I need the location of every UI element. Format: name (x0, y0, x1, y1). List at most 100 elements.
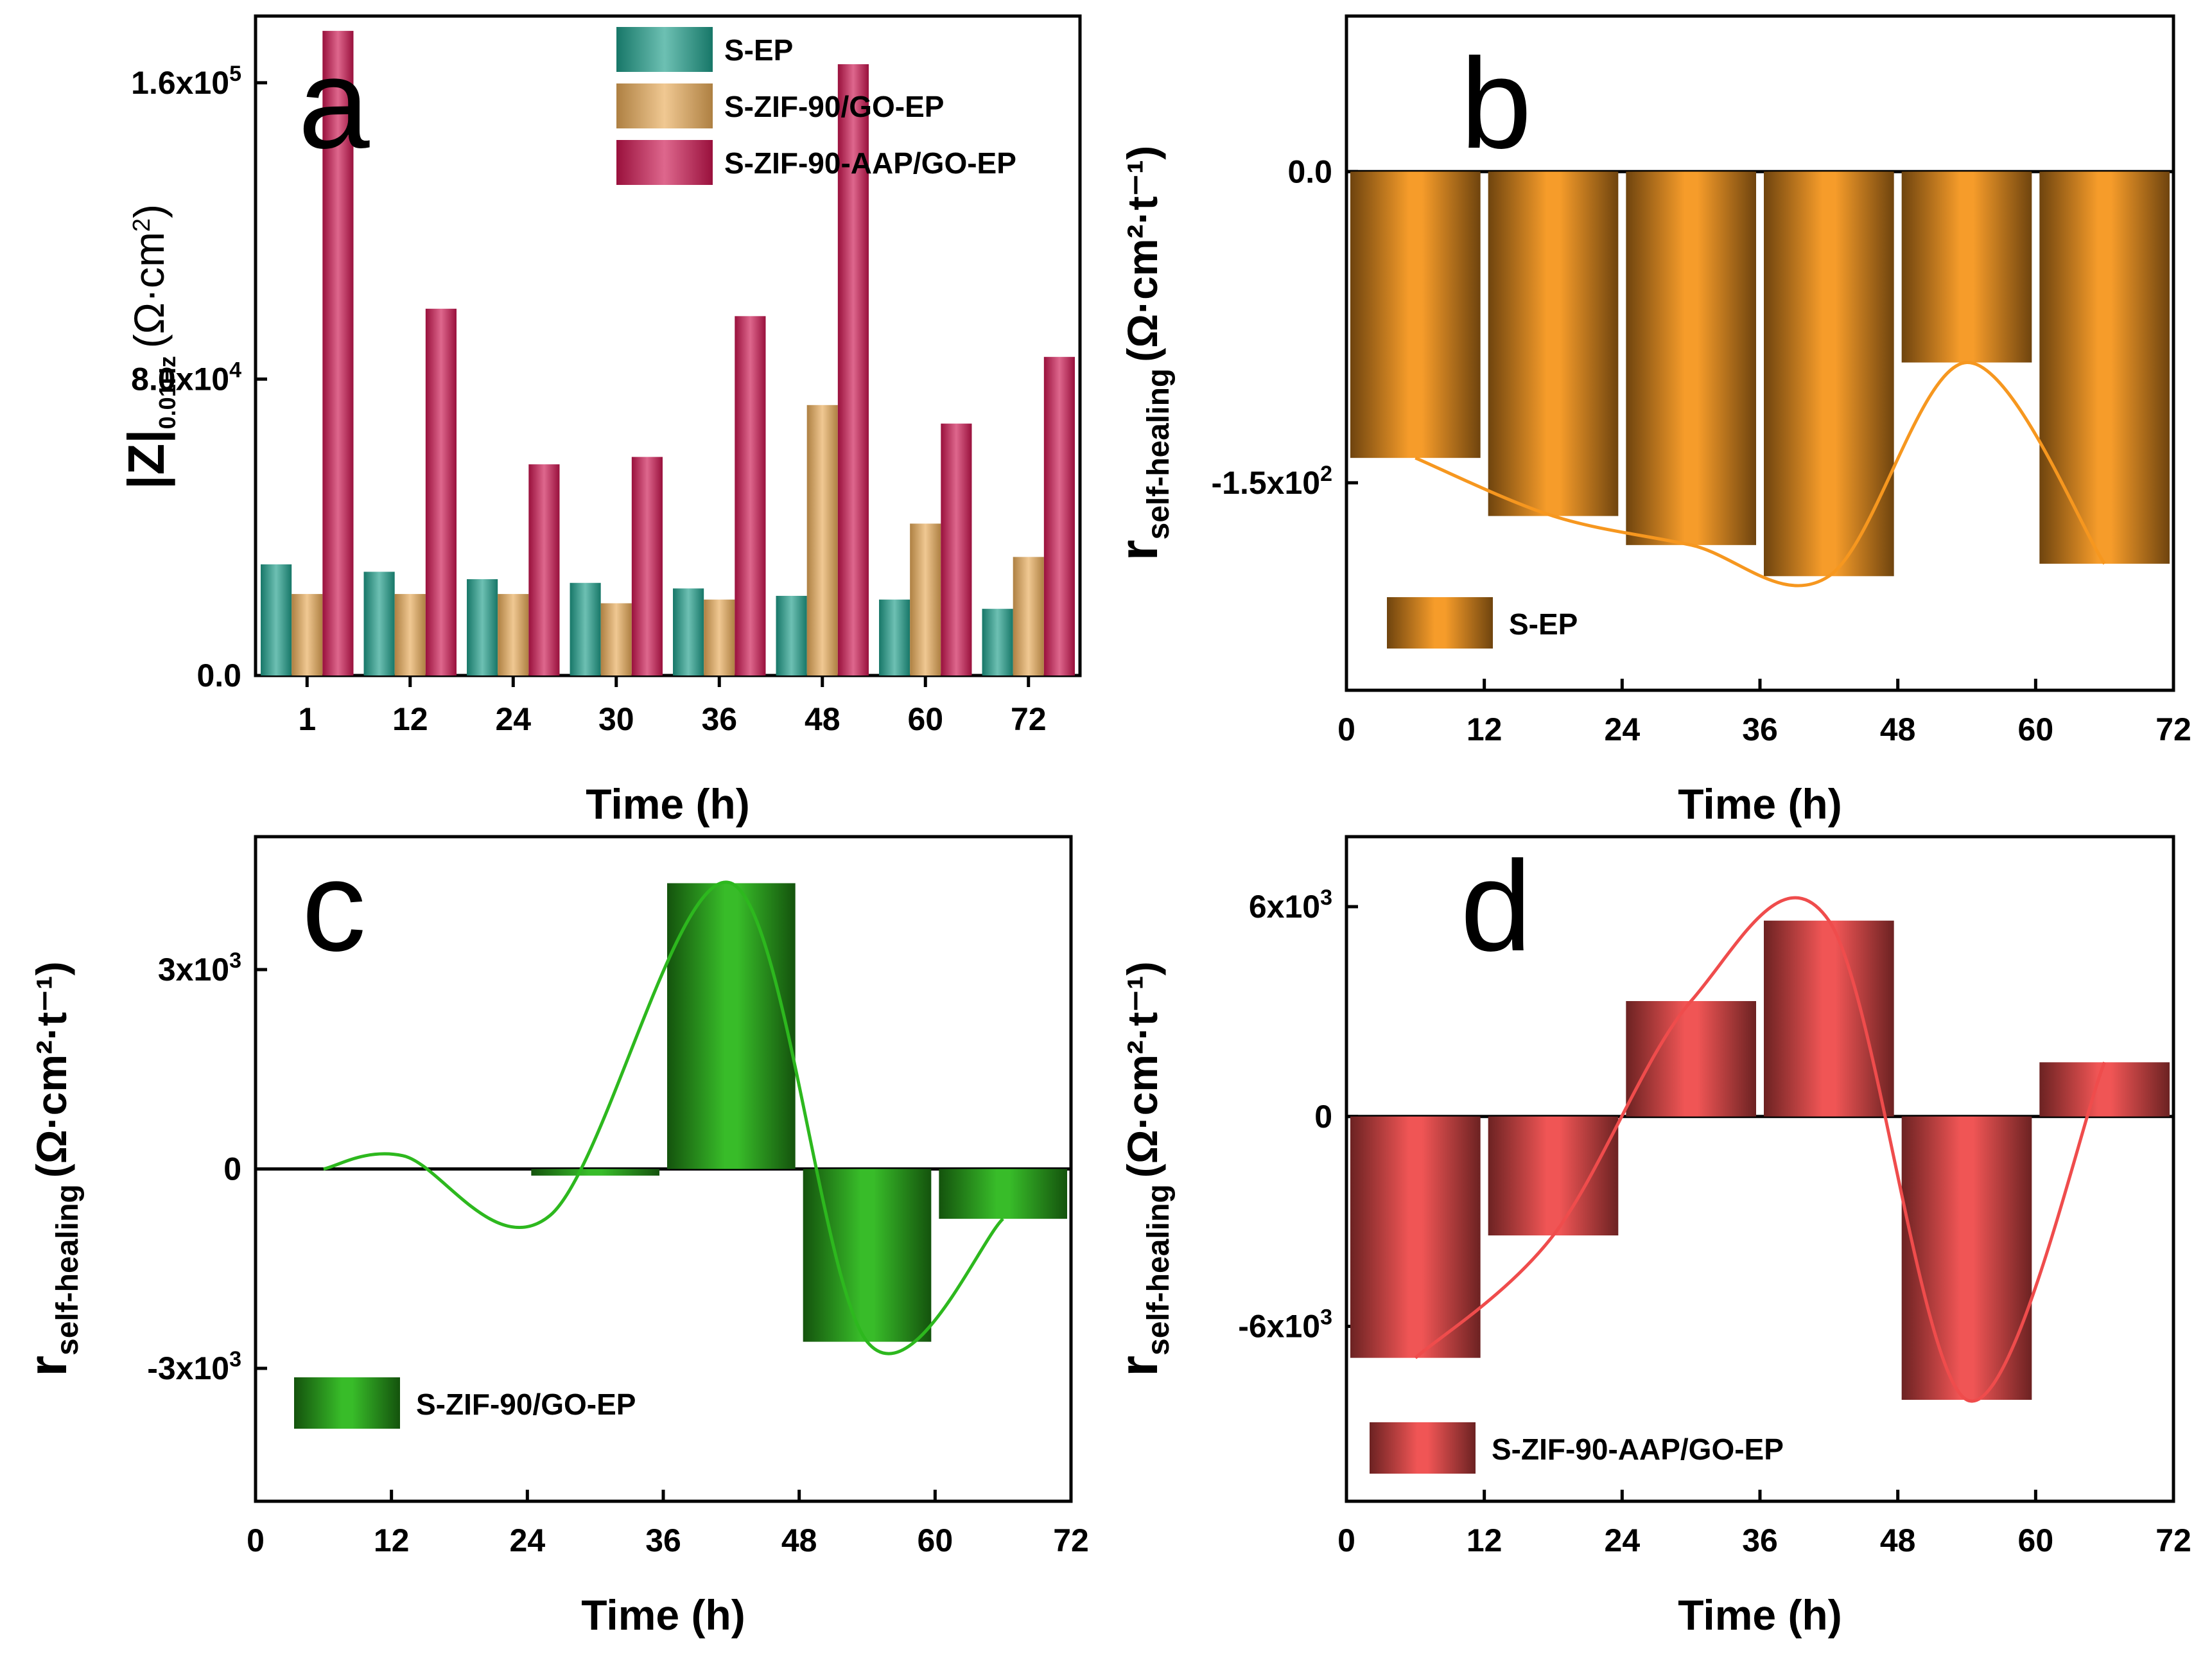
x-axis-label: Time (h) (581, 1591, 745, 1639)
bar-S-ZIF-90-AAP/GO-EP (941, 423, 972, 676)
bar-S-EP (467, 579, 498, 676)
y-tick-label: 0 (1314, 1099, 1332, 1135)
y-axis-label: |Z|0.01Hz(Ω·cm2) (118, 204, 180, 489)
x-tick-label: 36 (1742, 1522, 1778, 1558)
bar-S-ZIF-90/GO-EP (531, 1169, 659, 1176)
bar-S-ZIF-90-AAP/GO-EP (528, 464, 560, 676)
x-tick-label: 36 (645, 1522, 681, 1558)
x-tick-label: 30 (598, 701, 634, 737)
bar-S-ZIF-90-AAP/GO-EP (2039, 1062, 2170, 1117)
x-tick-label: 72 (1053, 1522, 1089, 1558)
bar-S-ZIF-90/GO-EP (806, 405, 838, 676)
bar-S-ZIF-90/GO-EP (394, 594, 426, 676)
trend-curve (1414, 896, 2106, 1403)
bar-S-EP (1626, 171, 1756, 545)
bar-S-ZIF-90-AAP/GO-EP (322, 31, 354, 676)
bar-S-ZIF-90-AAP/GO-EP (837, 64, 869, 676)
y-tick-label: -1.5x102 (1211, 462, 1332, 501)
legend-label: S-ZIF-90/GO-EP (416, 1388, 636, 1421)
bar-S-ZIF-90/GO-EP (600, 603, 632, 676)
bar-S-ZIF-90/GO-EP (803, 1169, 932, 1342)
x-tick-label: 12 (1467, 711, 1502, 747)
x-tick-label: 48 (805, 701, 840, 737)
x-tick-label: 0 (247, 1522, 265, 1558)
panel-letter: a (298, 32, 370, 175)
panel-letter: c (302, 835, 366, 978)
x-tick-label: 60 (907, 701, 943, 737)
legend-label: S-ZIF-90-AAP/GO-EP (1492, 1433, 1784, 1466)
panel-c: 3x103 0 -3x103 0 12 24 36 48 60 72 Time (h) rself-h… (17, 835, 1089, 1639)
bar-S-ZIF-90/GO-EP (498, 594, 529, 676)
legend-swatch (294, 1377, 400, 1429)
x-tick-label: 1 (298, 701, 316, 737)
y-axis-label: rself-healing(Ω·cm²·t⁻¹) (17, 961, 85, 1376)
y-tick-label: 0 (223, 1151, 241, 1187)
bar-S-ZIF-90-AAP/GO-EP (425, 308, 457, 676)
y-tick-label: -3x103 (147, 1347, 241, 1386)
y-tick-label: 0.0 (196, 658, 241, 693)
bar-S-ZIF-90/GO-EP (1013, 557, 1044, 676)
bar-S-EP (1901, 171, 2032, 363)
x-tick-label: 0 (1337, 711, 1355, 747)
bar-S-ZIF-90-AAP/GO-EP (1626, 1001, 1756, 1117)
y-tick-label: 8.0x104 (131, 358, 241, 397)
legend-swatch (1387, 597, 1493, 649)
x-tick-label: 12 (392, 701, 428, 737)
legend-swatch (616, 27, 713, 72)
bar-S-EP (570, 582, 601, 676)
x-tick-label: 48 (1880, 1522, 1916, 1558)
bar-S-EP (1350, 171, 1481, 458)
y-axis-label: rself-healing(Ω·cm²·t⁻¹) (1108, 961, 1176, 1376)
bar-S-ZIF-90/GO-EP (667, 883, 796, 1169)
x-tick-label: 72 (1011, 701, 1047, 737)
legend-swatch (616, 140, 713, 185)
y-tick-label: -6x103 (1238, 1305, 1332, 1345)
x-axis-label: Time (h) (1678, 780, 1842, 828)
bar-S-EP (363, 571, 395, 676)
bar-S-ZIF-90-AAP/GO-EP (631, 457, 663, 676)
bar-S-ZIF-90/GO-EP (704, 599, 735, 676)
panel-letter: d (1460, 835, 1531, 978)
legend-label: S-EP (1509, 607, 1578, 641)
bar-S-EP (1764, 171, 1894, 577)
bar-S-EP (2039, 171, 2170, 564)
bar-S-ZIF-90-AAP/GO-EP (1350, 1116, 1481, 1358)
y-tick-label: 0.0 (1287, 153, 1332, 189)
bar-S-EP (982, 609, 1013, 676)
x-tick-label: 60 (918, 1522, 954, 1558)
bar-S-ZIF-90-AAP/GO-EP (1764, 920, 1894, 1117)
y-tick-label: 1.6x105 (131, 62, 241, 101)
x-tick-label: 36 (1742, 711, 1778, 747)
bar-S-EP (1488, 171, 1619, 516)
bar-S-ZIF-90-AAP/GO-EP (735, 316, 766, 676)
x-axis-label: Time (h) (586, 780, 749, 828)
x-axis-label: Time (h) (1678, 1591, 1842, 1639)
x-tick-label: 24 (1605, 1522, 1641, 1558)
panel-d: 6x103 0 -6x103 0 12 24 36 48 60 72 Time (h) rself-h… (1108, 835, 2191, 1639)
x-tick-label: 12 (374, 1522, 410, 1558)
legend-label: S-EP (724, 33, 793, 67)
bar-S-ZIF-90/GO-EP (910, 523, 941, 676)
plot-frame (254, 14, 1082, 677)
bar-S-EP (261, 564, 292, 676)
x-tick-label: 0 (1337, 1522, 1355, 1558)
bar-S-EP (879, 599, 910, 676)
legend-label: S-ZIF-90/GO-EP (724, 90, 944, 123)
bar-S-EP (673, 588, 704, 676)
x-tick-label: 72 (2155, 711, 2191, 747)
x-tick-label: 12 (1467, 1522, 1502, 1558)
trend-curve (1415, 361, 2106, 588)
x-tick-label: 24 (495, 701, 531, 737)
x-tick-label: 24 (1605, 711, 1641, 747)
x-tick-label: 48 (1880, 711, 1916, 747)
bar-S-ZIF-90-AAP/GO-EP (1043, 356, 1075, 676)
bar-S-ZIF-90-AAP/GO-EP (1488, 1116, 1619, 1235)
bar-S-ZIF-90/GO-EP (939, 1169, 1067, 1219)
y-axis-label: rself-healing(Ω·cm²·t⁻¹) (1108, 146, 1176, 561)
x-tick-label: 48 (781, 1522, 817, 1558)
x-tick-label: 60 (2018, 1522, 2054, 1558)
legend-swatch (1370, 1422, 1476, 1474)
bar-S-ZIF-90/GO-EP (292, 594, 323, 676)
panel-a: 0.0 8.0x104 1.6x105 1 12 24 30 36 48 60 72 Time (h)… (118, 14, 1082, 828)
